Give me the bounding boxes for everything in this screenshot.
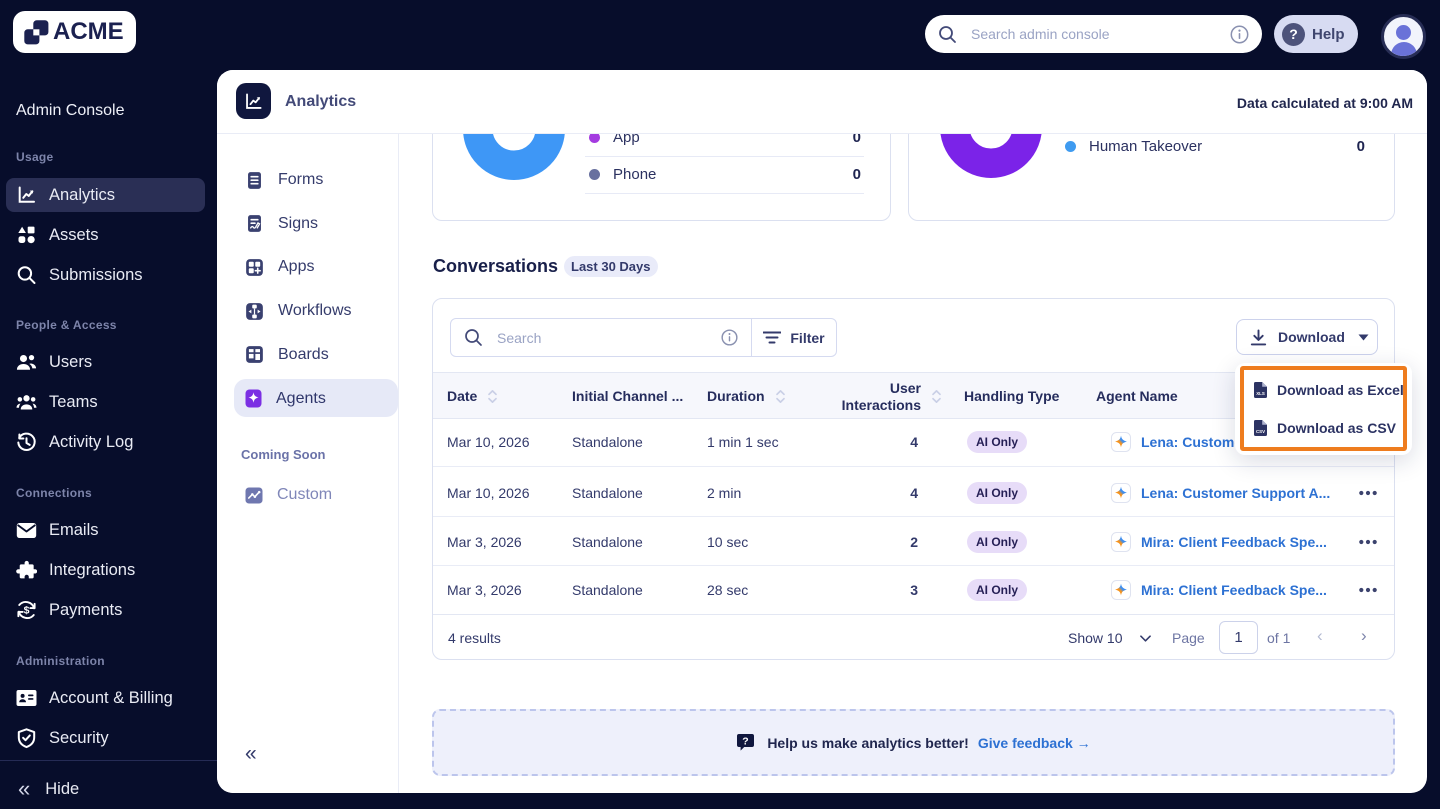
svg-text:$: $ xyxy=(24,605,30,617)
svg-text:?: ? xyxy=(743,735,749,747)
svg-text:CSV: CSV xyxy=(1256,429,1265,434)
svg-text:XLS: XLS xyxy=(1256,391,1265,396)
